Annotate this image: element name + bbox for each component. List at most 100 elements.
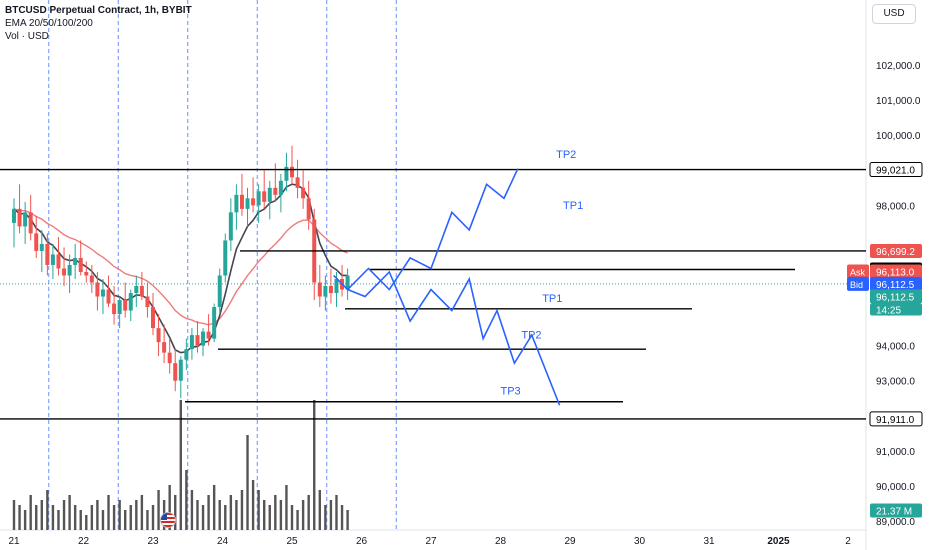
candle-body xyxy=(201,331,206,346)
price-tick-label: 91,000.0 xyxy=(876,447,915,458)
volume-bar xyxy=(263,500,266,530)
price-tick-label: 98,000.0 xyxy=(876,201,915,212)
candle-body xyxy=(267,187,272,202)
price-tag xyxy=(870,264,922,279)
bullish-projection xyxy=(333,168,519,291)
price-tick-label: 93,000.0 xyxy=(876,377,915,388)
candle-body xyxy=(234,194,239,213)
candle-body xyxy=(123,300,128,311)
candle-body xyxy=(195,335,200,346)
price-tag-prefix-text: Bid xyxy=(850,280,863,290)
volume-bar xyxy=(279,500,283,530)
us-flag-icon[interactable] xyxy=(160,512,176,528)
candle-body xyxy=(156,328,161,343)
candle-body xyxy=(151,307,155,329)
time-tick-label: 2 xyxy=(845,536,851,547)
price-tag xyxy=(870,289,922,304)
volume-bar xyxy=(168,485,171,530)
volume-bar xyxy=(313,400,316,530)
price-tag-prefix-text: Ask xyxy=(850,268,866,278)
volume-bar xyxy=(301,500,305,530)
time-tick-label: 25 xyxy=(286,536,298,547)
target-label: TP1 xyxy=(542,293,562,305)
candle-body xyxy=(67,264,72,276)
volume-bar xyxy=(340,505,344,530)
symbol-title: BTCUSD Perpetual Contract, 1h, BYBIT xyxy=(5,5,192,16)
volume-bar xyxy=(346,510,349,530)
candle-body xyxy=(317,282,322,297)
volume-bar xyxy=(35,505,38,530)
candle-body xyxy=(28,212,33,234)
volume-bar xyxy=(85,515,88,530)
volume-bar xyxy=(46,490,49,530)
candle-body xyxy=(50,254,55,265)
candle-body xyxy=(173,363,178,381)
volume-bar xyxy=(107,495,110,530)
candle-body xyxy=(39,243,44,251)
candle-body xyxy=(206,331,211,339)
candle-body xyxy=(306,198,311,220)
volume-bar xyxy=(224,505,227,530)
candle-body xyxy=(62,268,67,276)
candle-body xyxy=(95,282,100,297)
candle-body xyxy=(100,289,105,297)
currency-button[interactable]: USD xyxy=(872,4,916,24)
candle-body xyxy=(56,254,61,269)
candle-body xyxy=(128,293,133,311)
bearish-projection xyxy=(347,270,561,406)
volume-bar xyxy=(268,505,271,530)
candle-body xyxy=(117,300,122,315)
candle-body xyxy=(245,198,250,209)
price-tag-prefix xyxy=(847,276,869,291)
volume-bar xyxy=(324,505,327,530)
candle-body xyxy=(23,212,28,227)
volume-bar xyxy=(79,510,82,530)
candle-body xyxy=(256,191,261,206)
volume-bar xyxy=(251,480,255,530)
candle-body xyxy=(89,275,94,283)
candle-body xyxy=(45,243,50,265)
time-tick-label: 22 xyxy=(78,536,90,547)
volume-bar xyxy=(190,490,194,530)
candle-body xyxy=(345,275,350,290)
price-tick-label: 94,000.0 xyxy=(876,342,915,353)
price-tag-prefix xyxy=(847,264,869,279)
volume-bar xyxy=(174,495,177,530)
price-tick-label: 89,000.0 xyxy=(876,517,915,528)
candle-body xyxy=(278,180,283,195)
volume-bar xyxy=(96,500,99,530)
volume-bar xyxy=(235,500,238,530)
volume-bar xyxy=(73,505,77,530)
volume-bar xyxy=(68,495,71,530)
candle-body xyxy=(78,257,83,272)
candle-body xyxy=(334,279,339,294)
volume-bar xyxy=(112,505,116,530)
ema-slow-line xyxy=(13,208,348,326)
volume-bar xyxy=(118,500,121,530)
volume-bar xyxy=(23,510,27,530)
volume-bar xyxy=(257,490,260,530)
volume-bar xyxy=(201,505,205,530)
volume-bar xyxy=(146,510,149,530)
volume-bar xyxy=(12,500,16,530)
price-tag xyxy=(870,276,922,291)
ema-legend: EMA 20/50/100/200 xyxy=(5,18,93,29)
volume-bar xyxy=(196,500,199,530)
price-tag-text: 96,112.5 xyxy=(876,293,915,304)
volume-bar xyxy=(240,490,244,530)
candle-body xyxy=(217,275,222,308)
volume-bar xyxy=(329,500,333,530)
candle-body xyxy=(328,286,333,294)
volume-bar xyxy=(18,505,21,530)
volume-bar xyxy=(40,500,43,530)
time-tick-label: 2025 xyxy=(767,536,790,547)
volume-bar xyxy=(57,510,60,530)
candle-body xyxy=(73,257,78,265)
price-tick-label: 101,000.0 xyxy=(876,96,921,107)
volume-bar xyxy=(218,500,221,530)
candle-body xyxy=(284,166,289,181)
candle-body xyxy=(134,286,139,294)
countdown-tag xyxy=(870,303,922,316)
candle-body xyxy=(290,166,294,178)
